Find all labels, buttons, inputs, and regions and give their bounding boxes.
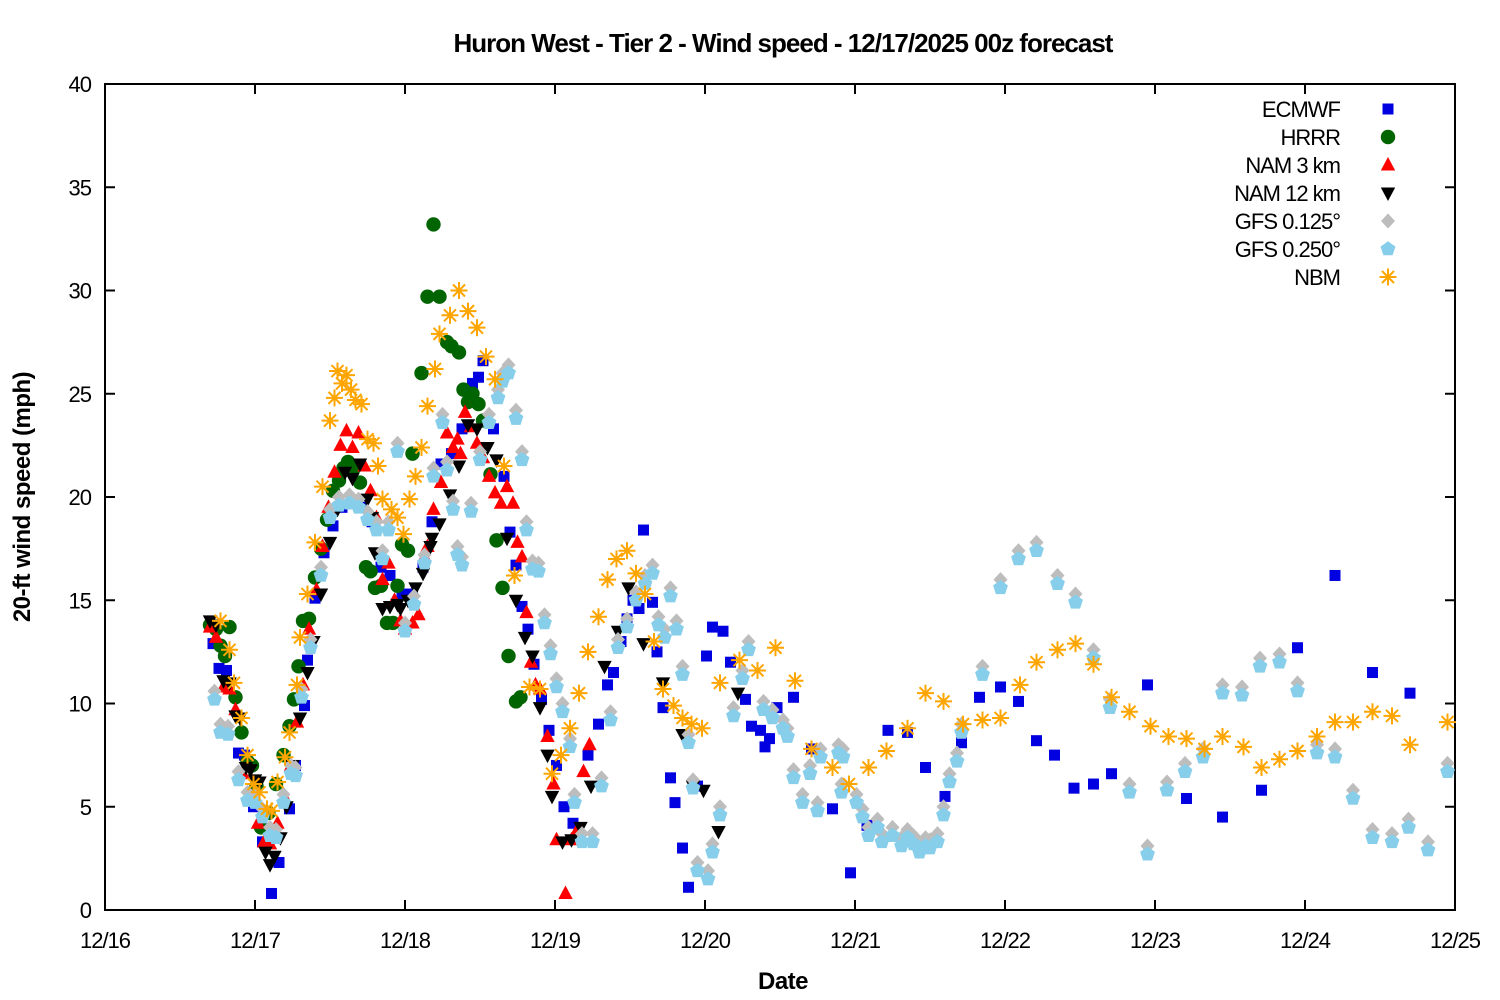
- axis-ticks: [104, 83, 1456, 911]
- legend-item-gfs-0250: GFS 0.250°: [1235, 237, 1396, 262]
- x-axis-label: Date: [758, 968, 808, 995]
- legend-marker-square-icon: [1382, 103, 1394, 115]
- x-tick-label: 12/25: [1430, 928, 1481, 953]
- legend-marker-pentagon-icon: [1380, 241, 1396, 256]
- x-tick-label: 12/16: [80, 928, 131, 953]
- legend-marker-circle-icon: [1380, 129, 1396, 145]
- y-tick-label: 0: [80, 898, 92, 923]
- legend-item-gfs-0125: GFS 0.125°: [1235, 209, 1395, 234]
- y-tick-label: 30: [69, 279, 92, 304]
- x-tick-label: 12/24: [1280, 928, 1331, 953]
- y-tick-label: 10: [69, 692, 92, 717]
- legend-item-nam-12-km: NAM 12 km: [1234, 181, 1396, 206]
- legend-item-ecmwf: ECMWF: [1262, 97, 1394, 122]
- y-tick-label: 5: [80, 795, 92, 820]
- series-nbm: [212, 282, 1456, 820]
- legend-marker-triangle-down-icon: [1380, 187, 1396, 201]
- legend-marker-triangle-up-icon: [1380, 157, 1396, 171]
- x-tick-label: 12/23: [1130, 928, 1181, 953]
- y-tick-label: 15: [69, 588, 92, 613]
- legend-label: ECMWF: [1262, 97, 1341, 122]
- legend: ECMWF HRRR NAM 3 km NAM 12 km GFS 0.125° GFS …: [1234, 97, 1397, 290]
- y-axis-label: 20-ft wind speed (mph): [9, 372, 36, 622]
- y-tick-label: 20: [69, 485, 92, 510]
- x-tick-label: 12/18: [380, 928, 431, 953]
- y-tick-label: 40: [69, 72, 92, 97]
- x-tick-label: 12/17: [230, 928, 281, 953]
- legend-item-nam-3-km: NAM 3 km: [1245, 153, 1396, 178]
- x-tick-label: 12/19: [530, 928, 581, 953]
- x-tick-label: 12/20: [680, 928, 731, 953]
- legend-label: GFS 0.125°: [1235, 209, 1340, 234]
- legend-marker-diamond-icon: [1381, 213, 1395, 229]
- legend-label: HRRR: [1280, 125, 1340, 150]
- data-series: [202, 217, 1456, 899]
- legend-label: GFS 0.250°: [1235, 237, 1340, 262]
- plot-border: [104, 83, 1456, 911]
- y-tick-label: 35: [69, 175, 92, 200]
- legend-label: NBM: [1294, 265, 1340, 290]
- legend-label: NAM 12 km: [1234, 181, 1340, 206]
- legend-label: NAM 3 km: [1245, 153, 1340, 178]
- legend-item-nbm: NBM: [1294, 265, 1397, 290]
- axis-tick-labels: 12/16 12/17 12/18 12/19 12/20 12/21 12/22 12/23…: [69, 72, 1482, 953]
- y-tick-label: 25: [69, 382, 92, 407]
- x-tick-label: 12/21: [830, 928, 881, 953]
- legend-marker-asterisk-icon: [1379, 268, 1397, 286]
- series-gfs-0250: [207, 365, 1455, 886]
- chart-title: Huron West - Tier 2 - Wind speed - 12/17…: [454, 28, 1114, 58]
- x-tick-label: 12/22: [980, 928, 1031, 953]
- legend-item-hrrr: HRRR: [1280, 125, 1396, 150]
